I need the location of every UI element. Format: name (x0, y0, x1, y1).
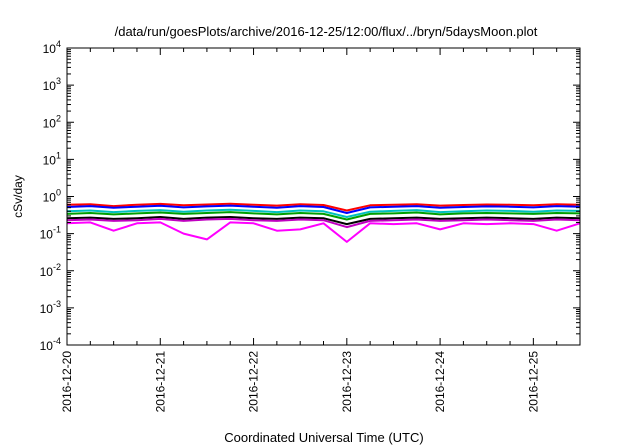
series-line-5 (66, 216, 581, 226)
series-line-4 (66, 211, 581, 221)
y-tick-label: 103 (43, 76, 61, 93)
x-tick-label: 2016-12-23 (340, 351, 354, 413)
series-line-1 (66, 202, 581, 212)
x-tick-label: 2016-12-24 (433, 351, 447, 413)
y-tick-label: 100 (43, 188, 61, 205)
series-line-3 (66, 208, 581, 218)
y-tick-label: 10-4 (40, 336, 61, 353)
y-axis-label: cSv/day (11, 175, 25, 218)
y-tick-label: 10-2 (40, 262, 61, 279)
y-tick-label: 10-1 (40, 225, 61, 242)
x-tick-label: 2016-12-20 (60, 351, 74, 413)
series-line-6 (66, 217, 581, 229)
x-tick-label: 2016-12-22 (247, 351, 261, 413)
x-tick-label: 2016-12-21 (153, 351, 167, 413)
chart-title: /data/run/goesPlots/archive/2016-12-25/1… (115, 24, 538, 39)
series-line-7 (66, 221, 581, 243)
x-tick-label: 2016-12-25 (526, 351, 540, 413)
y-tick-label: 101 (43, 150, 61, 167)
y-tick-label: 104 (43, 39, 61, 56)
plot-area-frame (66, 47, 581, 346)
series-layer (66, 202, 581, 243)
ticks-layer: 10-4 10-3 10-2 10-1 100 101 102 103 104 2016-12-2… (40, 39, 581, 413)
y-tick-label: 102 (43, 113, 61, 130)
x-axis-label: Coordinated Universal Time (UTC) (224, 430, 423, 445)
series-line-2 (66, 204, 581, 214)
y-tick-label: 10-3 (40, 299, 61, 316)
